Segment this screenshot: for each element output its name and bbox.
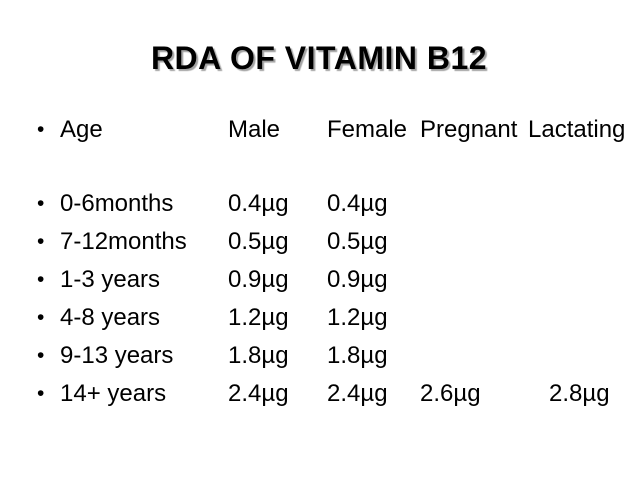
header-pregnant: Pregnant xyxy=(420,116,518,143)
bullet-icon: • xyxy=(37,192,45,215)
bullet-icon: • xyxy=(37,230,45,253)
cell-lactating: 2.8µg xyxy=(549,380,610,407)
cell-male: 0.5µg xyxy=(228,228,289,255)
bullet-icon: • xyxy=(37,268,45,291)
cell-female: 0.9µg xyxy=(327,266,388,293)
cell-pregnant: 2.6µg xyxy=(420,380,481,407)
table-row: • 1-3 years 0.9µg 0.9µg xyxy=(0,266,638,296)
bullet-icon: • xyxy=(37,306,45,329)
table-row: • 7-12months 0.5µg 0.5µg xyxy=(0,228,638,258)
bullet-icon: • xyxy=(37,382,45,405)
cell-male: 0.9µg xyxy=(228,266,289,293)
cell-age: 1-3 years xyxy=(60,266,161,293)
bullet-icon: • xyxy=(37,118,45,141)
cell-female: 1.8µg xyxy=(327,342,388,369)
cell-age: 4-8 years xyxy=(60,304,161,331)
cell-age: 0-6months xyxy=(60,190,174,217)
table-row: • 14+ years 2.4µg 2.4µg 2.6µg 2.8µg xyxy=(0,380,638,410)
cell-male: 2.4µg xyxy=(228,380,289,407)
cell-age: 9-13 years xyxy=(60,342,174,369)
header-lactating: Lactating xyxy=(528,116,626,143)
table-row: • 0-6months 0.4µg 0.4µg xyxy=(0,190,638,220)
header-age: Age xyxy=(60,116,103,143)
slide-title: RDA OF VITAMIN B12 xyxy=(150,40,488,76)
header-female: Female xyxy=(327,116,408,143)
cell-female: 2.4µg xyxy=(327,380,388,407)
cell-age: 7-12months xyxy=(60,228,187,255)
cell-female: 0.4µg xyxy=(327,190,388,217)
table-header-row: • Age Male Female Pregnant Lactating xyxy=(0,116,638,146)
cell-male: 1.8µg xyxy=(228,342,289,369)
table-row: • 4-8 years 1.2µg 1.2µg xyxy=(0,304,638,334)
cell-female: 1.2µg xyxy=(327,304,388,331)
table-row: • 9-13 years 1.8µg 1.8µg xyxy=(0,342,638,372)
cell-male: 0.4µg xyxy=(228,190,289,217)
cell-male: 1.2µg xyxy=(228,304,289,331)
cell-female: 0.5µg xyxy=(327,228,388,255)
bullet-icon: • xyxy=(37,344,45,367)
cell-age: 14+ years xyxy=(60,380,167,407)
header-male: Male xyxy=(228,116,281,143)
